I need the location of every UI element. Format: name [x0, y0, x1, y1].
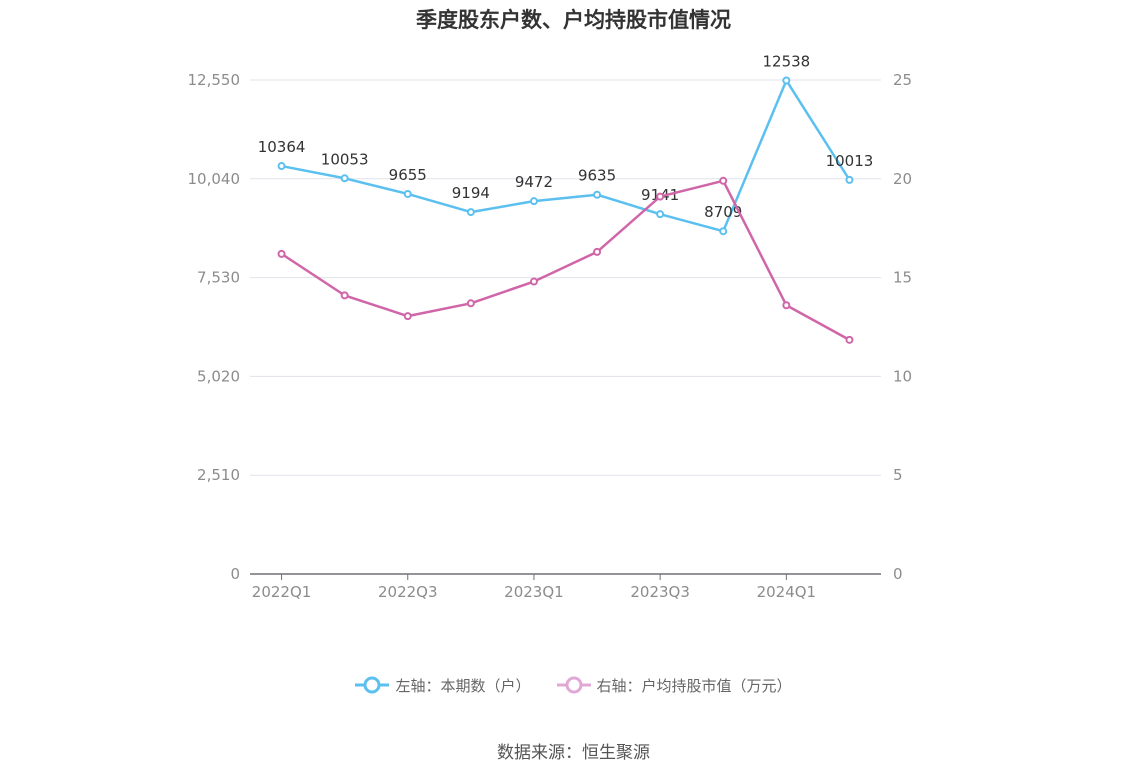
data-point — [719, 227, 728, 236]
data-point — [403, 189, 412, 198]
y-right-tick-label: 10 — [893, 367, 912, 385]
data-label: 8709 — [704, 203, 742, 221]
data-label: 12538 — [762, 52, 810, 70]
y-right-tick-label: 25 — [893, 71, 912, 89]
y-right-tick-label: 15 — [893, 269, 912, 287]
data-point — [529, 277, 538, 286]
data-source: 数据来源：恒生聚源 — [497, 743, 650, 763]
data-point — [845, 335, 854, 344]
data-point — [277, 162, 286, 171]
series-line-0 — [281, 79, 851, 233]
data-point — [845, 175, 854, 184]
legend-line-circle-icon — [556, 676, 591, 694]
legend-item-households[interactable]: 左轴：本期数（户） — [355, 675, 531, 696]
data-label: 9635 — [578, 167, 616, 185]
legend: 左轴：本期数（户） 右轴：户均持股市值（万元） — [0, 672, 1147, 698]
data-point — [529, 197, 538, 206]
data-point — [340, 174, 349, 183]
y-right-tick-label: 5 — [893, 466, 903, 484]
legend-line-circle-icon — [355, 676, 390, 694]
y-left-tick-label: 5,020 — [197, 367, 240, 385]
y-left-tick-label: 2,510 — [197, 466, 240, 484]
y-right-tick-label: 0 — [893, 565, 903, 583]
data-point — [656, 192, 665, 201]
line-chart: 0 0 2,510 5 5,020 10 7,530 15 10,040 20 12,550 25 20… — [188, 52, 913, 601]
data-point — [782, 301, 791, 310]
chart-title: 季度股东户数、户均持股市值情况 — [416, 8, 731, 32]
legend-item-avg-value[interactable]: 右轴：户均持股市值（万元） — [556, 675, 792, 696]
x-tick-label: 2024Q1 — [757, 583, 817, 601]
data-label: 10364 — [258, 138, 306, 156]
data-label: 10053 — [321, 150, 369, 168]
data-point — [593, 190, 602, 199]
data-label: 9472 — [515, 173, 553, 191]
y-left-tick-label: 10,040 — [188, 170, 241, 188]
data-label: 9194 — [452, 184, 490, 202]
data-point — [277, 249, 286, 258]
y-left-tick-label: 0 — [230, 565, 240, 583]
data-point — [466, 208, 475, 217]
x-tick-label: 2023Q3 — [630, 583, 690, 601]
legend-label-avg-value: 右轴：户均持股市值（万元） — [596, 676, 792, 695]
data-point — [340, 291, 349, 300]
series-line-1 — [280, 179, 851, 341]
data-point — [656, 210, 665, 219]
data-point — [719, 176, 728, 185]
y-right-tick-label: 20 — [893, 170, 912, 188]
y-left-tick-label: 12,550 — [188, 71, 241, 89]
data-point — [782, 76, 791, 85]
data-label: 9655 — [389, 166, 427, 184]
data-point — [593, 247, 602, 256]
x-tick-label: 2023Q1 — [504, 583, 564, 601]
data-point — [466, 299, 475, 308]
legend-label-households: 左轴：本期数（户） — [395, 676, 531, 695]
data-label: 10013 — [826, 152, 874, 170]
x-tick-label: 2022Q3 — [378, 583, 438, 601]
y-left-tick-label: 7,530 — [197, 269, 240, 287]
x-tick-label: 2022Q1 — [252, 583, 312, 601]
data-point — [403, 312, 412, 321]
